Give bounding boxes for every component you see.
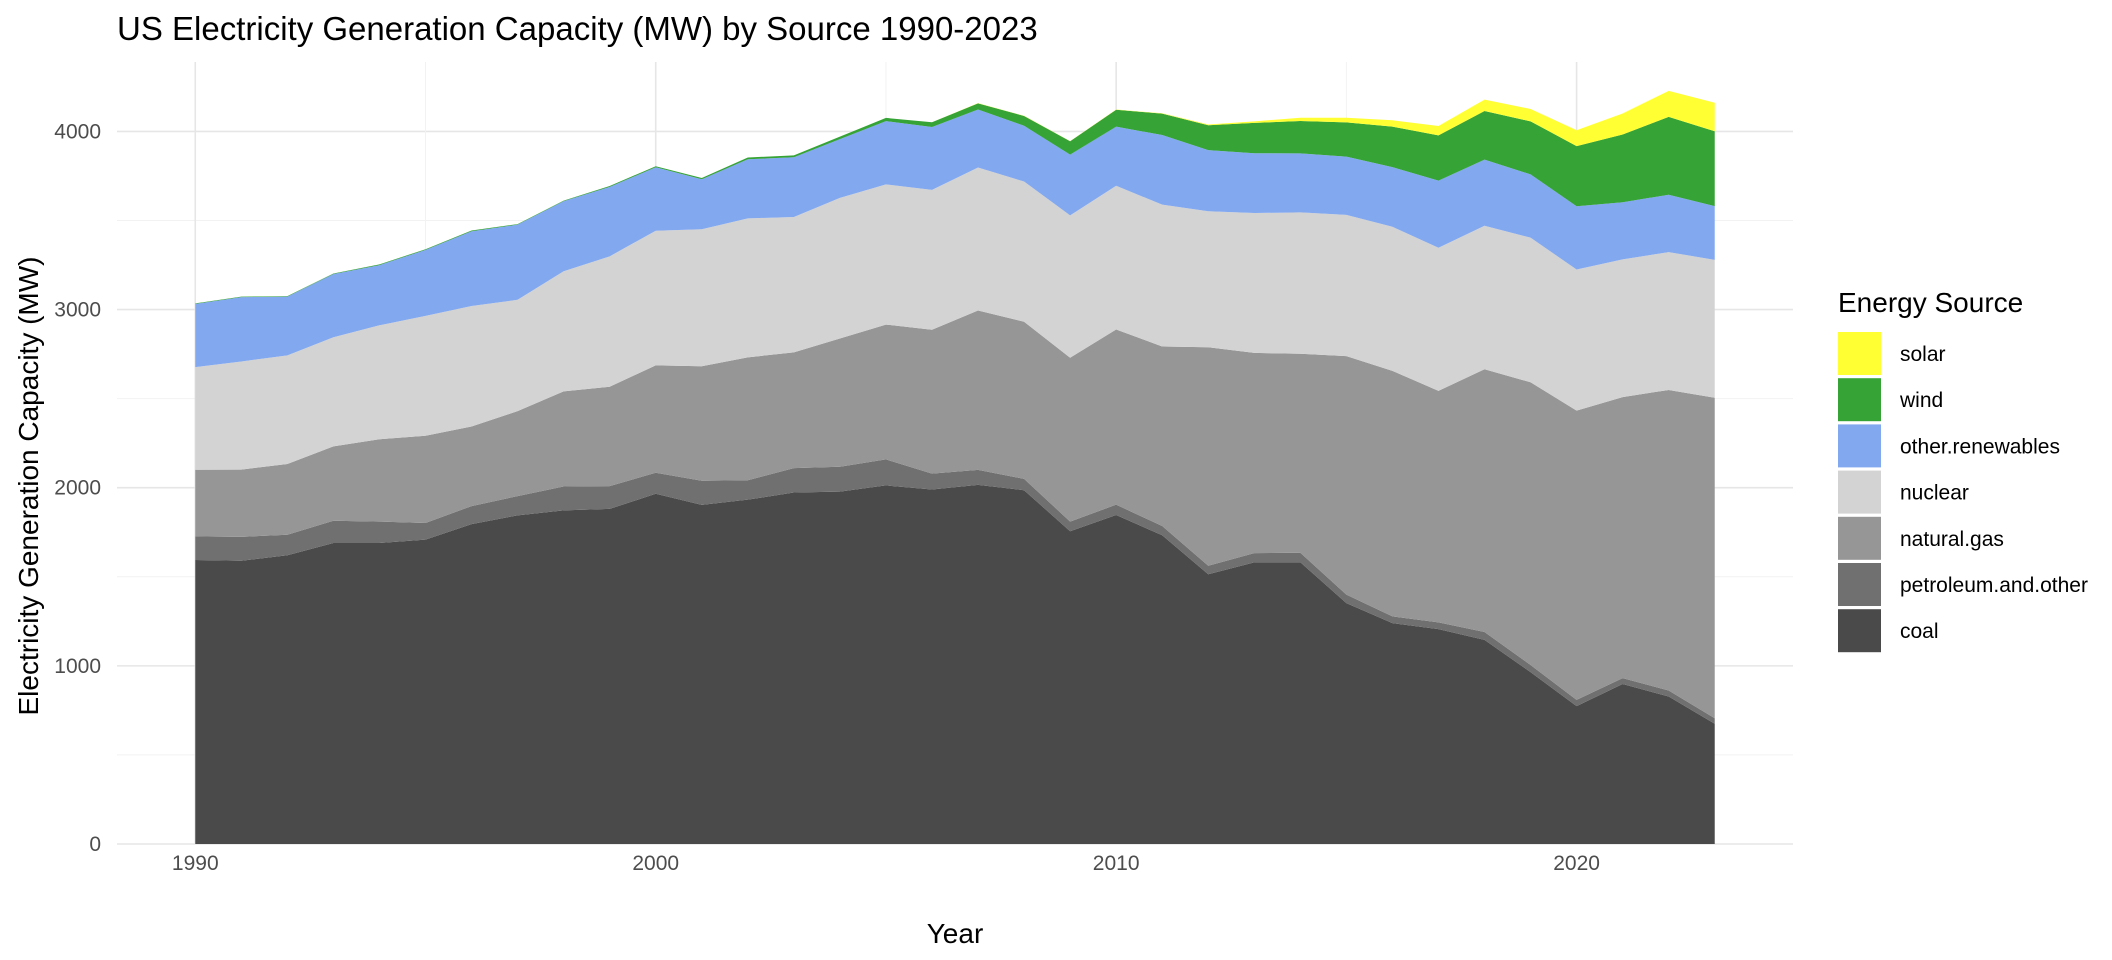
legend-swatch-natural-gas: [1838, 516, 1881, 560]
legend-label-solar: solar: [1900, 343, 1946, 366]
area-other-renewables: [195, 109, 1715, 368]
legend-swatch-solar: [1838, 332, 1881, 375]
y-tick-label: 3000: [54, 299, 101, 322]
x-tick-label: 2000: [632, 852, 679, 875]
legend-title: Energy Source: [1838, 287, 2023, 318]
legend-label-other-renewables: other.renewables: [1900, 435, 2060, 458]
legend-swatch-petroleum-and-other: [1838, 563, 1881, 606]
legend-label-wind: wind: [1899, 389, 1943, 412]
x-tick-label: 2020: [1553, 852, 1600, 875]
legend-label-nuclear: nuclear: [1900, 482, 1969, 505]
area-nuclear: [195, 167, 1715, 470]
legend-swatch-nuclear: [1838, 470, 1881, 514]
x-axis-title: Year: [927, 918, 984, 949]
x-tick-label: 2010: [1093, 852, 1140, 875]
plot-areas: [195, 90, 1715, 844]
y-tick-label: 1000: [54, 655, 101, 678]
area-wind: [195, 103, 1715, 304]
y-tick-label: 4000: [54, 120, 101, 143]
legend-label-natural-gas: natural.gas: [1900, 528, 2004, 551]
legend: Energy Source solar wind other.renewables n…: [1838, 287, 2088, 653]
legend-label-coal: coal: [1900, 620, 1939, 643]
legend-swatch-other-renewables: [1838, 424, 1881, 468]
legend-swatch-coal: [1838, 609, 1881, 653]
x-axis-ticks: 1990 2000 2010 2020: [172, 852, 1600, 875]
area-natural-gas: [195, 310, 1715, 719]
y-tick-label: 0: [89, 833, 101, 856]
legend-label-petroleum-and-other: petroleum.and.other: [1900, 574, 2088, 597]
y-axis-ticks: 0 1000 2000 3000 4000: [54, 120, 101, 856]
area-coal: [195, 484, 1715, 844]
x-tick-label: 1990: [172, 852, 219, 875]
chart-title: US Electricity Generation Capacity (MW) …: [117, 10, 1038, 47]
y-tick-label: 2000: [54, 477, 101, 500]
y-axis-title: Electricity Generation Capacity (MW): [13, 256, 44, 715]
legend-items: solar wind other.renewables nuclear natural.…: [1838, 332, 2088, 653]
legend-swatch-wind: [1838, 378, 1881, 422]
